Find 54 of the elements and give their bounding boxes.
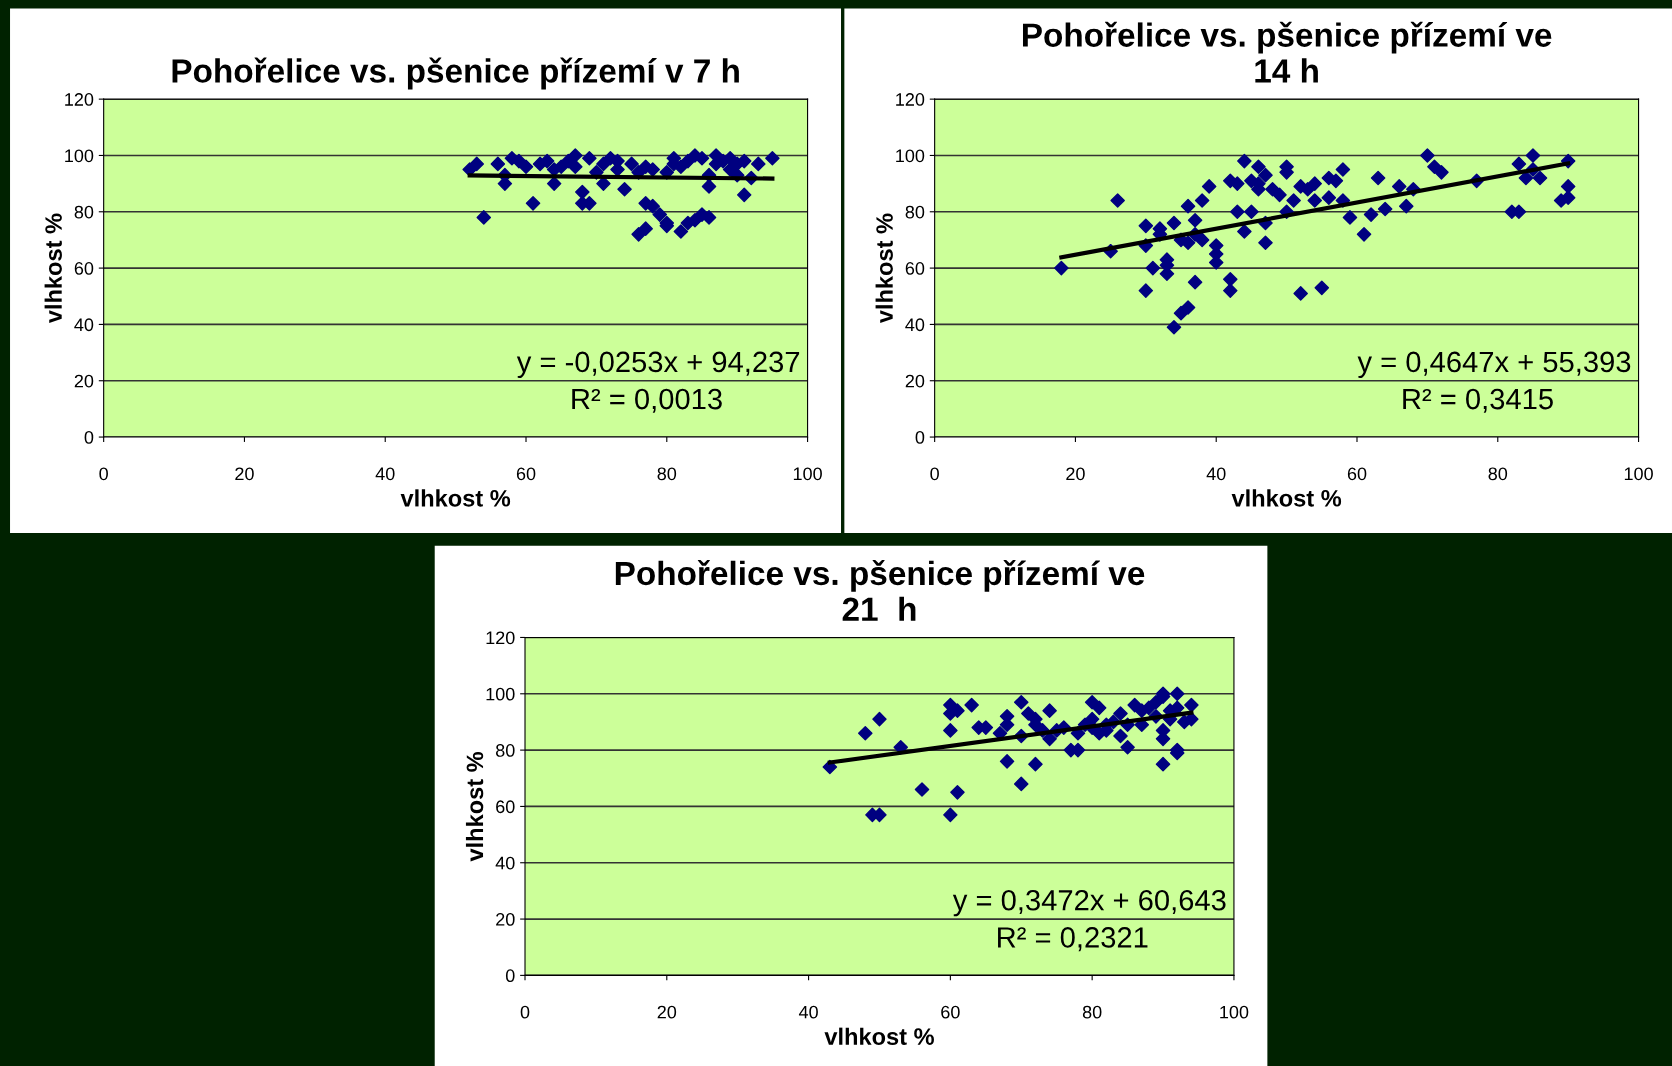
x-tick-label: 40 <box>1206 467 1226 481</box>
y-tick-label: 40 <box>905 318 925 332</box>
y-tick-label: 20 <box>74 374 94 388</box>
x-tick-label: 0 <box>930 467 939 481</box>
y-tick-label: 60 <box>496 800 515 814</box>
y-tick-label: 120 <box>65 93 94 106</box>
x-tick-label: 20 <box>1066 467 1085 481</box>
y-tick-label: 40 <box>495 856 515 870</box>
x-tick-label: 60 <box>1347 467 1367 481</box>
annotation: R² = 0,3415 <box>1403 388 1553 413</box>
y-tick-label: 0 <box>505 969 515 983</box>
x-tick-label: 0 <box>520 1005 530 1019</box>
y-tick-label: 80 <box>905 205 925 219</box>
x-tick-label: 0 <box>99 467 108 481</box>
annotation: R² = 0,2321 <box>998 927 1148 952</box>
x-tick-label: 20 <box>235 467 254 481</box>
x-tick-label: 80 <box>1082 1005 1102 1019</box>
annotation: R² = 0,0013 <box>572 388 722 413</box>
y-tick-label: 0 <box>84 430 94 444</box>
chart-title: Pohořelice vs. pšenice přízemí ve 21 h <box>615 560 1145 621</box>
y-tick-label: 120 <box>486 631 515 645</box>
y-tick-label: 100 <box>896 149 925 163</box>
annotation: y = 0,3472x + 60,643 <box>952 889 1226 917</box>
y-axis-title: vlhkost % <box>465 751 484 862</box>
x-tick-label: 40 <box>798 1005 818 1019</box>
x-tick-label: 100 <box>1624 467 1653 481</box>
x-tick-label: 60 <box>941 1005 960 1019</box>
annotation: y = 0,4647x + 55,393 <box>1357 351 1631 378</box>
x-tick-label: 100 <box>793 467 822 481</box>
chart-title: Pohořelice vs. pšenice přízemí ve 14 h <box>1022 21 1552 83</box>
x-axis-title: vlhkost % <box>400 489 511 507</box>
x-axis-title: vlhkost % <box>1231 489 1342 507</box>
chart-title: Pohořelice vs. pšenice přízemí v 7 h <box>172 57 739 90</box>
x-tick-label: 20 <box>657 1005 677 1019</box>
annotation: y = -0,0253x + 94,237 <box>516 351 800 378</box>
x-tick-label: 40 <box>375 467 395 481</box>
y-axis-title: vlhkost % <box>875 213 893 324</box>
y-tick-label: 80 <box>495 744 515 757</box>
y-tick-label: 100 <box>486 687 515 701</box>
y-tick-label: 40 <box>74 318 94 332</box>
y-tick-label: 80 <box>74 205 94 219</box>
y-axis-title: vlhkost % <box>44 213 62 324</box>
x-tick-label: 80 <box>1488 467 1508 481</box>
y-tick-label: 20 <box>496 913 515 926</box>
x-tick-label: 100 <box>1220 1005 1249 1019</box>
y-tick-label: 60 <box>905 262 925 275</box>
x-tick-label: 60 <box>516 467 536 481</box>
y-tick-label: 0 <box>915 430 925 444</box>
y-tick-label: 20 <box>905 374 925 388</box>
x-axis-title: vlhkost % <box>824 1027 934 1045</box>
x-tick-label: 80 <box>657 467 677 481</box>
y-tick-label: 100 <box>65 149 94 163</box>
y-tick-label: 120 <box>896 93 925 106</box>
y-tick-label: 60 <box>74 262 94 275</box>
